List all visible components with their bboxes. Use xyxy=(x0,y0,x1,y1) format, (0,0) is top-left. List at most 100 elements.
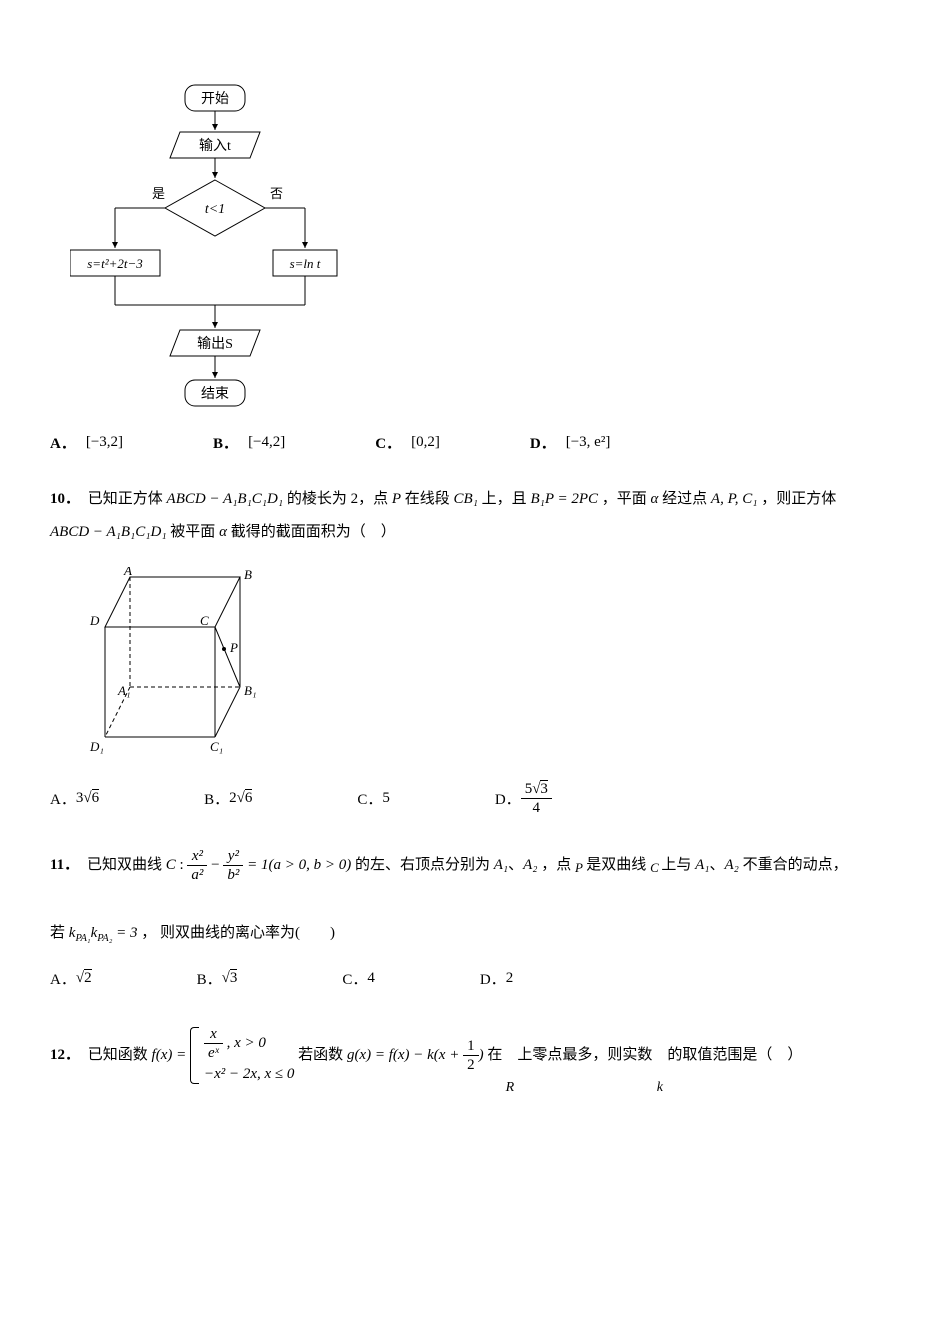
q11-l2post: ， 则双曲线的离心率为( ) xyxy=(141,925,335,941)
flow-start: 开始 xyxy=(201,91,229,107)
q12-tail: 的取值范围是（ ） xyxy=(667,1047,802,1063)
q11-C2: C xyxy=(650,854,659,883)
q11-c-val: 4 xyxy=(367,970,375,987)
cube-B1: B₁ xyxy=(244,683,256,698)
q10-b-rad: 6 xyxy=(245,789,253,806)
q11-xnum: x² xyxy=(187,847,207,866)
q12-gxpre: g(x) = f(x) − k(x + xyxy=(347,1047,463,1063)
q9-opt-b: B．[−4,2] xyxy=(213,432,285,453)
q10-eq: B₁P = 2PC xyxy=(530,491,598,507)
q10-mid5: 经过点 xyxy=(662,491,707,507)
q10-pre: 已知正方体 xyxy=(88,491,163,507)
q10-a-pre: 3 xyxy=(76,790,84,806)
q9-opt-a: A．[−3,2] xyxy=(50,432,123,453)
q12-fx: f(x) = xyxy=(152,1047,190,1063)
q11-opt-b: B． √3 xyxy=(197,968,238,989)
q11-sep1: 、 xyxy=(508,857,523,873)
q10-tail2: 截得的截面面积为（ ） xyxy=(231,524,396,540)
q10-opt-c: C． 5 xyxy=(357,788,390,809)
q10-d-den: 4 xyxy=(521,799,552,817)
q12-r2: −x² − 2x, x ≤ 0 xyxy=(204,1062,294,1086)
q12-r1num: x xyxy=(204,1025,223,1044)
flow-output: 输出S xyxy=(197,336,233,352)
q11-pre: 已知双曲线 xyxy=(87,857,162,873)
q11-opt-d: D． 2 xyxy=(480,968,513,989)
q11-ynum: y² xyxy=(223,847,243,866)
q11-mid2: ，点 xyxy=(541,857,571,873)
q9-b-val: [−4,2] xyxy=(248,434,285,451)
q10-pts: A, P, C₁ xyxy=(711,491,758,507)
q12-mid: 若函数 xyxy=(298,1047,343,1063)
q11: 11． 已知双曲线 C : x²a² − y²b² = 1(a > 0, b >… xyxy=(50,847,900,950)
flow-input: 输入t xyxy=(199,138,231,154)
cube-D1: D₁ xyxy=(89,739,104,754)
cube-C1: C₁ xyxy=(210,739,223,754)
flowchart-svg: 开始 输入t t<1 是 否 s=t²+2t−3 s=ln t 输出S 结束 xyxy=(70,80,370,420)
q9-d-val: [−3, e²] xyxy=(566,434,611,451)
q9-a-val: [−3,2] xyxy=(86,434,123,451)
q12-gxpost: ) xyxy=(479,1047,484,1063)
q11-mid3: 是双曲线 xyxy=(586,857,646,873)
q11-d-val: 2 xyxy=(506,970,514,987)
q9-c-val: [0,2] xyxy=(411,434,440,451)
q10: 10． 已知正方体 ABCD − A₁B₁C₁D₁ 的棱长为 2，点 P 在线段… xyxy=(50,483,900,549)
q11-A2b: A₂ xyxy=(724,857,738,873)
q11-A1: A₁ xyxy=(494,857,508,873)
flowchart-diagram: 开始 输入t t<1 是 否 s=t²+2t−3 s=ln t 输出S 结束 xyxy=(70,80,900,420)
q9-opt-d: D．[−3, e²] xyxy=(530,432,610,453)
cube-svg: A B C D A₁ B₁ C₁ D₁ P xyxy=(80,567,270,757)
q11-colon: : xyxy=(176,857,188,873)
q10-solid2: ABCD − A₁B₁C₁D₁ xyxy=(50,524,167,540)
cube-B: B xyxy=(244,567,252,582)
q12: 12． 已知函数 f(x) = xeˣ , x > 0 −x² − 2x, x … xyxy=(50,1025,900,1086)
flow-yes: 是 xyxy=(152,186,165,201)
q12-hn: 1 xyxy=(463,1037,479,1056)
cube-D: D xyxy=(89,613,100,628)
q12-R: R xyxy=(506,1073,515,1104)
flow-no: 否 xyxy=(270,186,283,201)
q12-num: 12． xyxy=(50,1047,80,1063)
flow-right: s=ln t xyxy=(290,256,321,271)
q11-cond: = 1(a > 0, b > 0) xyxy=(247,857,351,873)
q10-p: P xyxy=(392,491,401,507)
q11-opt-c: C． 4 xyxy=(342,968,375,989)
q10-alpha2: α xyxy=(219,524,227,540)
cube-C: C xyxy=(200,613,209,628)
flow-end: 结束 xyxy=(201,386,229,402)
q10-solid1: ABCD − A₁B₁C₁D₁ xyxy=(167,491,284,507)
q10-d-numpre: 5 xyxy=(525,781,533,797)
flow-left: s=t²+2t−3 xyxy=(87,256,143,271)
q11-l2pre: 若 xyxy=(50,925,65,941)
q10-opt-b: B． 2√6 xyxy=(204,788,252,809)
q10-mid3: 上，且 xyxy=(482,491,527,507)
q10-mid6: ，则正方体 xyxy=(761,491,836,507)
q9-opt-c: C．[0,2] xyxy=(375,432,440,453)
q11-mid5: 不重合的动点， xyxy=(743,857,848,873)
q10-answers: A． 3√6 B． 2√6 C． 5 D． 5√3 4 xyxy=(50,780,900,817)
cube-P: P xyxy=(229,640,238,655)
q12-r1cond: , x > 0 xyxy=(227,1035,266,1051)
q10-d-numrad: 3 xyxy=(540,780,548,797)
cube-A: A xyxy=(123,567,132,578)
q11-P: P xyxy=(575,854,583,883)
q11-A1b: A₁ xyxy=(695,857,709,873)
q11-mid4: 上与 xyxy=(661,857,691,873)
q11-answers: A． √2 B． √3 C． 4 D． 2 xyxy=(50,968,900,989)
q10-opt-d: D． 5√3 4 xyxy=(495,780,552,817)
q12-r1den: eˣ xyxy=(204,1044,223,1062)
q12-hd: 2 xyxy=(463,1056,479,1074)
q11-sep2: 、 xyxy=(709,857,724,873)
q9-answers: A．[−3,2] B．[−4,2] C．[0,2] D．[−3, e²] xyxy=(50,432,900,453)
q10-tail: 被平面 xyxy=(170,524,215,540)
q10-mid4: ，平面 xyxy=(602,491,647,507)
cube-A1: A₁ xyxy=(117,683,130,698)
q11-yden: b² xyxy=(223,866,243,884)
q10-opt-a: A． 3√6 xyxy=(50,788,99,809)
q11-b-rad: 3 xyxy=(230,969,238,986)
q12-mid2: 在 xyxy=(487,1047,502,1063)
q10-cb1: CB₁ xyxy=(454,491,478,507)
q11-C: C xyxy=(166,857,176,873)
q11-A2: A₂ xyxy=(523,857,537,873)
q10-a-rad: 6 xyxy=(92,789,100,806)
q11-opt-a: A． √2 xyxy=(50,968,92,989)
